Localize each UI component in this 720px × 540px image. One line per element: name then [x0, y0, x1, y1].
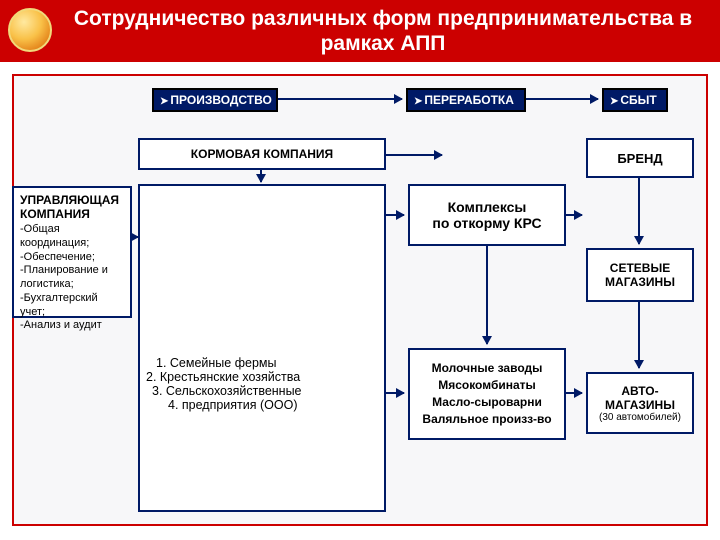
arrow-stores-auto: [638, 302, 640, 368]
box-brand: БРЕНД: [586, 138, 694, 178]
arrow-brand-stores: [638, 178, 640, 244]
box-factories: Молочные заводы Мясокомбинаты Масло-сыро…: [408, 348, 566, 440]
header-bar: Сотрудничество различных форм предприним…: [0, 0, 720, 62]
arrow-c2-c3: [526, 98, 598, 100]
arrow-c1-c2: [278, 98, 402, 100]
diagram-frame: ПРОИЗВОДСТВО ПЕРЕРАБОТКА СБЫТ КОРМОВАЯ К…: [12, 74, 708, 526]
farms-list: 1. Семейные фермы 2. Крестьянские хозяйс…: [146, 356, 378, 412]
col-production: ПРОИЗВОДСТВО: [152, 88, 278, 112]
arrow-mgmt-farms: [132, 236, 138, 238]
arrow-factories-auto: [566, 392, 582, 394]
box-auto: АВТО- МАГАЗИНЫ (30 автомобилей): [586, 372, 694, 434]
arrow-complex-right: [566, 214, 582, 216]
box-stores: СЕТЕВЫЕ МАГАЗИНЫ: [586, 248, 694, 302]
logo-icon: [8, 8, 52, 52]
arrow-farms-complex: [386, 214, 404, 216]
box-feed-company: КОРМОВАЯ КОМПАНИЯ: [138, 138, 386, 170]
box-farms-container: [138, 184, 386, 512]
col-processing: ПЕРЕРАБОТКА: [406, 88, 526, 112]
arrow-farms-factories: [386, 392, 404, 394]
mgmt-items: -Общая координация; -Обеспечение; -Плани…: [20, 223, 124, 333]
main-area: ПРОИЗВОДСТВО ПЕРЕРАБОТКА СБЫТ КОРМОВАЯ К…: [0, 62, 720, 538]
box-complexes: Комплексы по откорму КРС: [408, 184, 566, 246]
page-title: Сотрудничество различных форм предприним…: [56, 6, 710, 56]
col-sales: СБЫТ: [602, 88, 668, 112]
mgmt-title: УПРАВЛЯЮЩАЯ КОМПАНИЯ: [20, 193, 124, 221]
arrow-feed-right: [386, 154, 442, 156]
box-management: УПРАВЛЯЮЩАЯ КОМПАНИЯ -Общая координация;…: [12, 186, 132, 318]
arrow-complex-factories: [486, 246, 488, 344]
arrow-feed-down: [260, 170, 262, 182]
